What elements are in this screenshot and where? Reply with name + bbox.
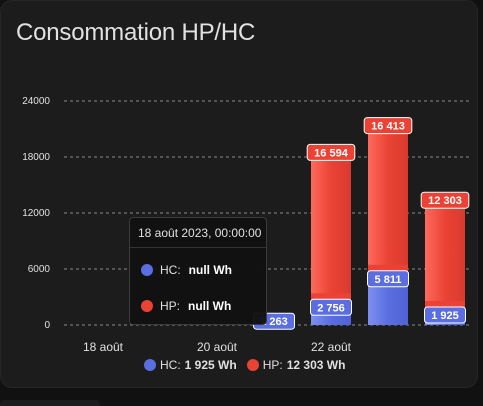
tooltip-row-value: null Wh — [188, 299, 232, 313]
y-tick-label: 0 — [44, 320, 50, 331]
data-label-hc-bg — [367, 270, 409, 288]
tooltip-row-value: null Wh — [188, 263, 232, 277]
bar-hp — [425, 192, 465, 308]
grid-layer — [64, 100, 470, 326]
hp-dot-icon — [141, 300, 153, 312]
next-card-edge — [0, 400, 100, 406]
data-label-hc-bg — [310, 298, 352, 316]
tooltip-row-name: HC: — [160, 263, 181, 277]
data-label-hp: 16 413 — [371, 121, 405, 133]
axis-layer: 0 6000 12000 18000 24000 18 août 20 août 22 aoû… — [22, 96, 351, 354]
data-label-hp-bg — [420, 191, 470, 209]
bar-hp-base — [425, 301, 465, 308]
x-tick-label: 20 août — [197, 340, 238, 354]
bar-hp-base — [368, 264, 408, 271]
data-label-hc: 2 756 — [317, 302, 345, 314]
x-tick-label: 18 août — [83, 340, 124, 354]
bar-layer — [254, 117, 465, 325]
data-label-hp: 16 594 — [314, 147, 349, 159]
legend-item-value: 12 303 Wh — [286, 358, 346, 372]
data-label-hc: 1 925 — [431, 310, 459, 322]
data-label-hp-bg — [306, 143, 356, 161]
legend-item-value: 1 925 Wh — [184, 358, 237, 372]
legend-item-name: HC: — [160, 358, 181, 372]
bar-hp-base — [311, 293, 351, 300]
y-tick-label: 18000 — [22, 152, 50, 163]
tooltip-title: 18 août 2023, 00:00:00 — [138, 226, 262, 240]
data-label-hc-bg — [424, 306, 466, 324]
y-tick-label: 12000 — [22, 208, 50, 219]
x-tick-label: 22 août — [311, 340, 352, 354]
tooltip-divider — [130, 247, 266, 248]
tooltip-row-name: HP: — [160, 299, 181, 313]
bar-hp — [311, 144, 351, 300]
bar-hp — [368, 117, 408, 271]
chart-tooltip: 18 août 2023, 00:00:00 HC: null Wh HP: n… — [129, 217, 267, 325]
label-layer: 1 263 2 756 16 594 5 811 16 413 1 925 12 303 — [253, 117, 470, 330]
chart-legend: HC: 1 925 Wh HP: 12 303 Wh — [144, 358, 355, 372]
hc-legend-dot-icon — [144, 359, 156, 371]
data-label-hc: 1 263 — [260, 316, 288, 328]
tooltip-row-hc: HC: null Wh — [141, 263, 232, 277]
data-label-hc: 5 811 — [375, 274, 402, 286]
hp-legend-dot-icon — [246, 359, 259, 371]
data-label-hp: 12 303 — [428, 195, 462, 207]
legend-item-name: HP: — [262, 358, 283, 372]
data-label-hp-bg — [363, 117, 413, 135]
y-tick-label: 24000 — [22, 96, 50, 107]
y-tick-label: 6000 — [28, 264, 51, 275]
legend-item-hp[interactable]: HP: 12 303 Wh — [246, 358, 346, 372]
tooltip-row-hp: HP: null Wh — [141, 299, 231, 313]
hc-dot-icon — [141, 264, 153, 276]
legend-item-hc[interactable]: HC: 1 925 Wh — [144, 358, 237, 372]
card-title: Consommation HP/HC — [16, 19, 256, 46]
